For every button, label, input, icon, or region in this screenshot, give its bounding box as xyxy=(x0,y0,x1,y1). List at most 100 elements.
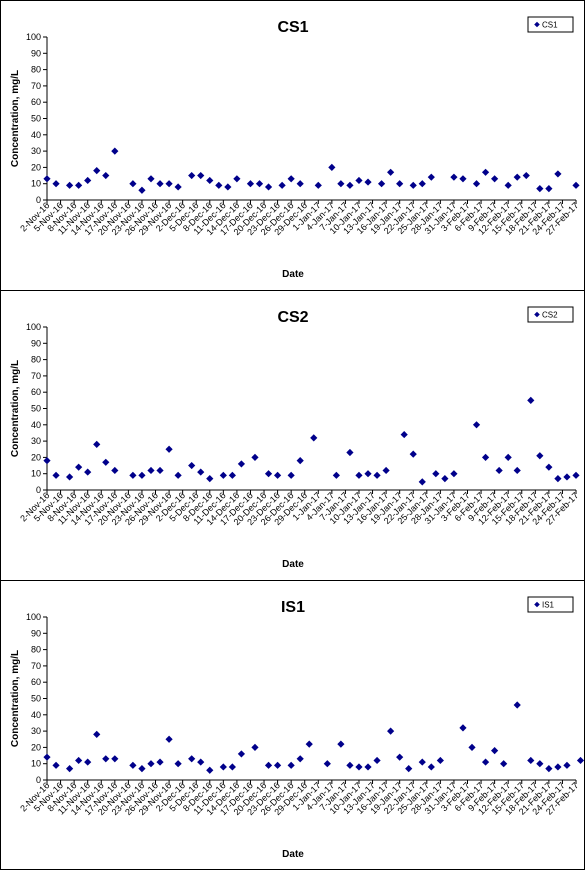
data-point xyxy=(156,466,164,475)
data-point xyxy=(102,755,110,763)
data-point xyxy=(264,183,273,191)
data-point xyxy=(111,147,119,155)
data-point xyxy=(481,758,490,766)
data-point xyxy=(165,180,173,188)
data-point xyxy=(328,163,336,171)
y-tick-label: 50 xyxy=(31,114,41,124)
data-point xyxy=(513,173,521,181)
data-point xyxy=(536,760,544,768)
data-point xyxy=(224,183,232,191)
y-tick-label: 60 xyxy=(31,97,41,107)
data-point xyxy=(545,184,553,193)
data-point xyxy=(554,763,562,771)
data-point xyxy=(102,171,110,180)
data-point xyxy=(228,471,236,479)
y-tick-label: 90 xyxy=(31,338,41,348)
legend-marker xyxy=(534,311,540,318)
data-point xyxy=(156,180,164,188)
data-point xyxy=(197,758,205,766)
data-point xyxy=(355,471,363,479)
data-point xyxy=(364,763,372,771)
data-point xyxy=(323,760,331,768)
data-point xyxy=(427,173,435,181)
data-point xyxy=(504,181,512,189)
data-point xyxy=(174,183,182,191)
y-tick-label: 40 xyxy=(31,710,41,720)
data-point xyxy=(504,453,512,461)
y-tick-label: 100 xyxy=(26,612,41,622)
data-point xyxy=(188,171,196,180)
data-point xyxy=(138,471,146,479)
y-tick-label: 20 xyxy=(31,452,41,462)
y-tick-label: 80 xyxy=(31,65,41,75)
data-point xyxy=(522,171,530,180)
y-axis-label: Concentration, mg/L xyxy=(10,70,21,167)
chart-panel-cs2: CS2 0 10 20 30 40 50 60 70 80 90 100 2-Nov-16 5-Nov-1… xyxy=(0,290,585,581)
data-point xyxy=(251,743,259,751)
data-point xyxy=(355,763,363,771)
data-point xyxy=(468,743,476,751)
y-tick-label: 50 xyxy=(31,404,41,414)
data-point xyxy=(563,473,571,481)
data-point xyxy=(536,184,544,193)
y-tick-label: 30 xyxy=(31,146,41,156)
data-point xyxy=(93,440,101,448)
y-tick-label: 30 xyxy=(31,726,41,736)
data-point xyxy=(377,180,386,188)
y-tick-label: 90 xyxy=(31,48,41,58)
data-point xyxy=(84,468,92,476)
data-point xyxy=(513,466,521,475)
data-point xyxy=(400,430,408,439)
legend-box xyxy=(527,16,574,33)
data-point xyxy=(197,468,205,476)
data-point xyxy=(296,755,304,763)
data-point xyxy=(387,168,395,176)
data-point xyxy=(52,761,60,769)
data-point xyxy=(237,460,246,468)
data-point xyxy=(472,180,481,188)
data-point xyxy=(147,760,155,768)
y-tick-label: 10 xyxy=(31,759,41,769)
y-tick-label: 90 xyxy=(31,628,41,638)
data-point xyxy=(450,173,458,181)
data-point xyxy=(576,756,584,765)
data-point xyxy=(396,753,404,761)
legend: CS2 xyxy=(527,306,574,323)
y-axis-label: Concentration, mg/L xyxy=(10,360,21,457)
data-point xyxy=(396,180,404,188)
data-point xyxy=(188,461,196,470)
data-point xyxy=(219,763,227,771)
data-point xyxy=(373,756,381,765)
y-tick-label: 10 xyxy=(31,179,41,189)
y-tick-label: 50 xyxy=(31,694,41,704)
data-point xyxy=(66,181,74,189)
data-point xyxy=(491,175,499,183)
data-point xyxy=(246,180,255,188)
data-point xyxy=(84,758,92,766)
data-point xyxy=(43,457,51,465)
data-point xyxy=(387,727,395,735)
data-point xyxy=(364,178,372,186)
data-point xyxy=(427,763,435,771)
data-point xyxy=(554,474,562,483)
data-point xyxy=(188,755,196,763)
data-point xyxy=(436,756,444,765)
data-point xyxy=(215,181,223,189)
data-point xyxy=(495,466,503,475)
legend-label: CS2 xyxy=(542,311,558,320)
y-tick-label: 20 xyxy=(31,162,41,172)
data-point xyxy=(491,747,499,755)
data-point xyxy=(156,758,164,766)
x-axis-label: Date xyxy=(282,849,304,860)
data-point xyxy=(147,175,155,183)
data-point xyxy=(296,457,304,465)
data-point xyxy=(102,458,110,466)
x-axis-label: Date xyxy=(282,269,304,280)
data-point xyxy=(418,758,426,766)
data-point xyxy=(52,180,60,188)
data-point xyxy=(305,740,313,748)
data-point xyxy=(273,471,282,479)
y-tick-label: 0 xyxy=(36,775,41,785)
data-point xyxy=(441,474,449,483)
data-point xyxy=(129,761,137,769)
